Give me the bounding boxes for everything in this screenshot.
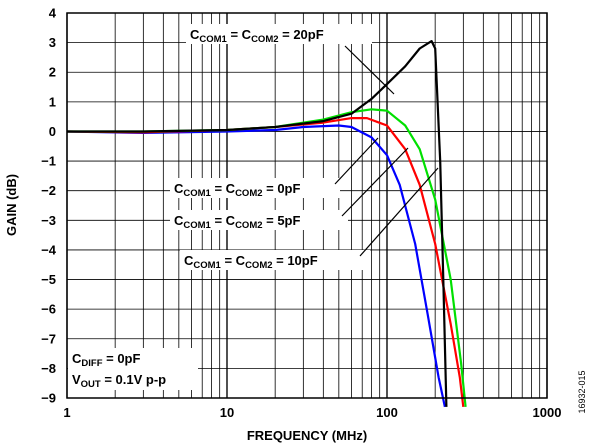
- y-tick-label: −5: [41, 272, 56, 287]
- y-axis-title: GAIN (dB): [4, 174, 19, 236]
- annotation-0pf: CCOM1 = CCOM2 = 0pF: [174, 181, 301, 199]
- y-tick-label: 0: [49, 124, 56, 139]
- figure-id: 16932-015: [577, 370, 587, 413]
- annotation-box-5pf: [170, 210, 348, 230]
- conditions-box: [68, 348, 198, 390]
- annotation-box-10pf: [180, 250, 370, 270]
- y-tick-label: 4: [49, 6, 57, 21]
- condition-cdiff: CDIFF = 0pF: [72, 351, 140, 369]
- y-tick-label: −8: [41, 361, 56, 376]
- series-line-0: [66, 124, 446, 408]
- x-axis-title: FREQUENCY (MHz): [247, 428, 367, 443]
- x-tick-label: 1: [63, 405, 70, 420]
- y-tick-label: 3: [49, 35, 56, 50]
- annotation-20pf: CCOM1 = CCOM2 = 20pF: [190, 27, 324, 45]
- grid: [66, 12, 548, 399]
- y-tick-label: −9: [41, 391, 56, 406]
- arrow-20pf: [344, 45, 395, 95]
- x-tick-label: 100: [376, 405, 398, 420]
- annotations: CCOM1 = CCOM2 = 20pF CCOM1 = CCOM2 = 0pF…: [68, 24, 439, 390]
- y-tick-label: −4: [41, 242, 57, 257]
- annotation-5pf: CCOM1 = CCOM2 = 5pF: [174, 213, 301, 231]
- y-tick-label: −1: [41, 154, 56, 169]
- annotation-10pf: CCOM1 = CCOM2 = 10pF: [184, 253, 318, 271]
- series-layer: [66, 40, 467, 408]
- y-tick-label: −6: [41, 302, 56, 317]
- arrow-0pf: [334, 137, 379, 185]
- arrow-5pf: [341, 147, 409, 217]
- x-tick-label: 1000: [533, 405, 562, 420]
- y-tick-label: −2: [41, 183, 56, 198]
- plot-frame: [66, 12, 548, 399]
- y-tick-label: −7: [41, 331, 56, 346]
- annotation-box-0pf: [170, 178, 340, 198]
- condition-vout: VOUT = 0.1V p-p: [72, 372, 166, 390]
- y-tick-label: 2: [49, 65, 56, 80]
- y-tick-label: −3: [41, 213, 56, 228]
- arrow-10pf: [359, 167, 439, 257]
- annotation-box-20pf: [186, 24, 372, 44]
- series-line-3: [67, 40, 448, 407]
- x-tick-label: 10: [220, 405, 234, 420]
- y-tick-label: 1: [49, 94, 56, 109]
